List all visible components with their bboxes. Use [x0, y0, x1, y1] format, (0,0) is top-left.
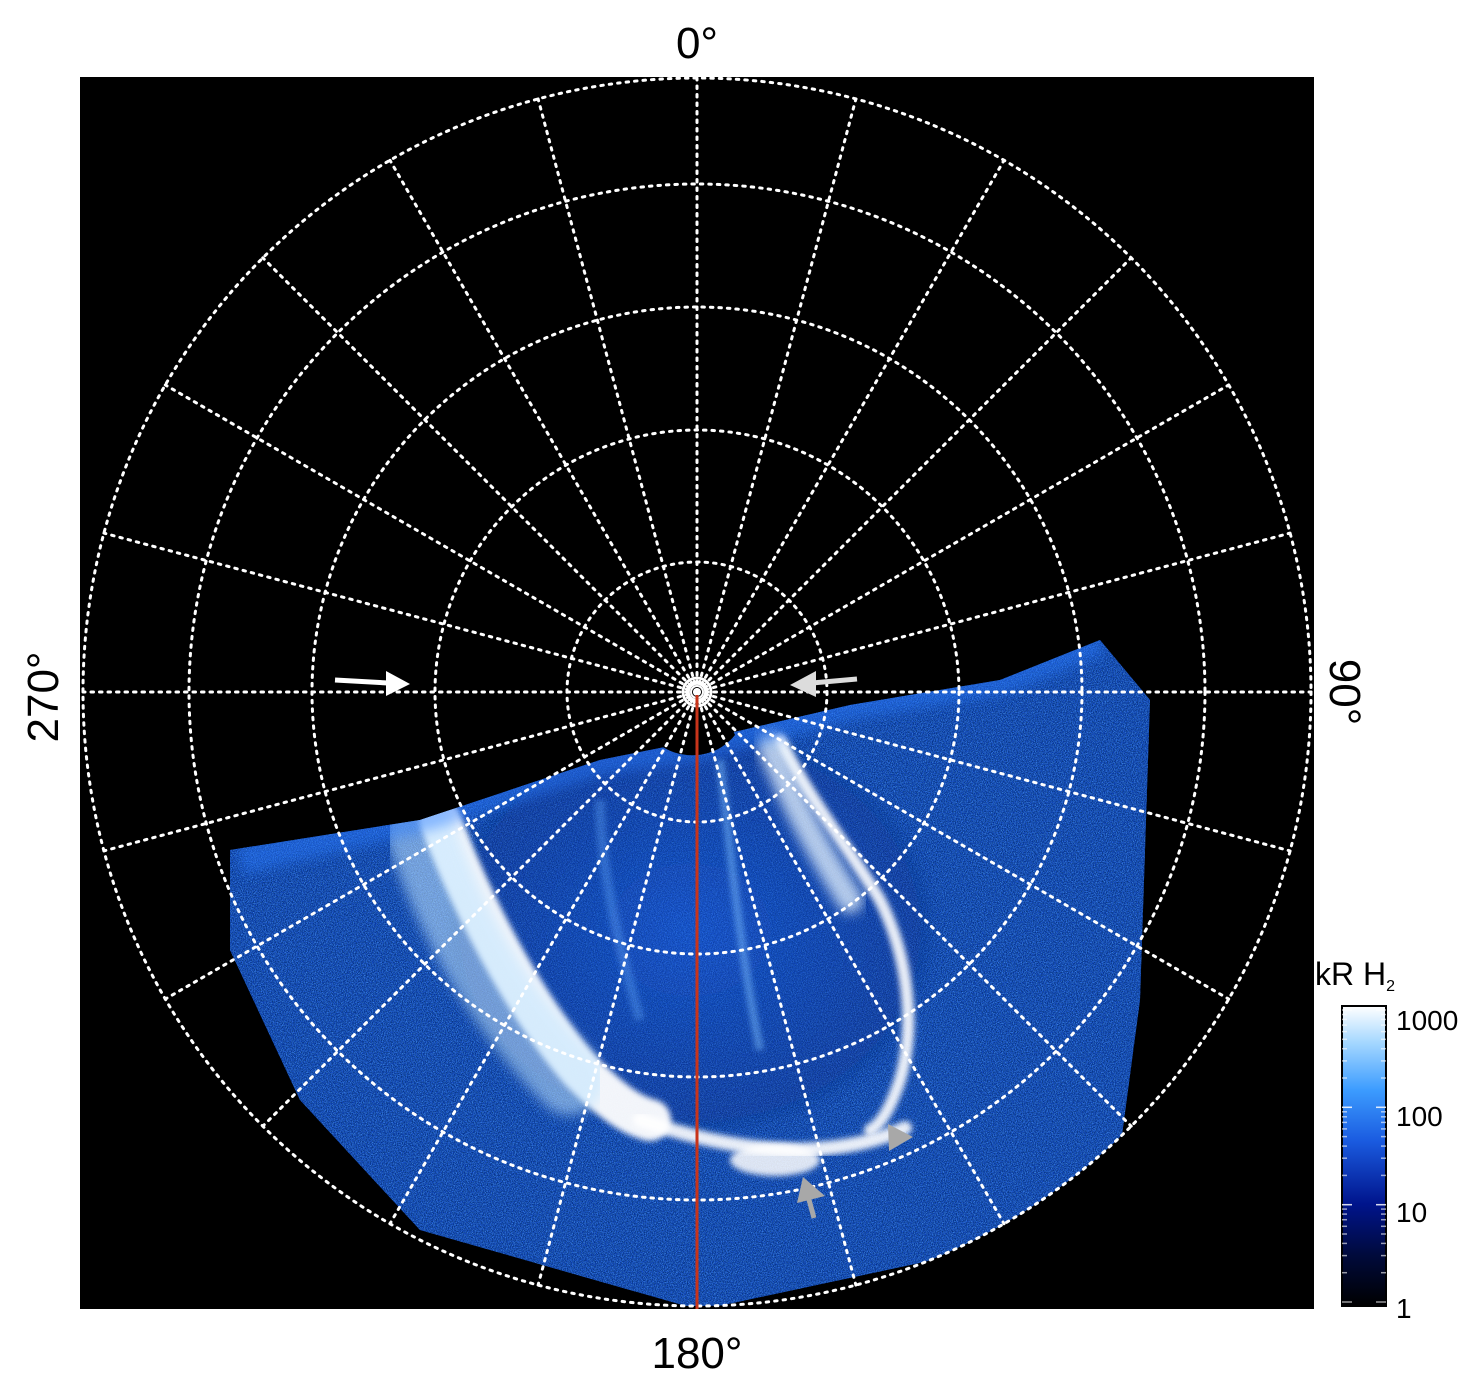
longitude-line-45	[695, 256, 1133, 694]
label-0-deg: 0°	[676, 19, 718, 68]
colorbar-tick-100: 100	[1396, 1101, 1443, 1132]
longitude-line-330	[388, 158, 699, 694]
label-90-deg: 90°	[1320, 659, 1369, 726]
longitude-line-195	[536, 690, 699, 1287]
colorbar-tick-1: 1	[1396, 1293, 1412, 1324]
longitude-line-210	[388, 690, 699, 1226]
main-auroral-arc-right	[774, 734, 915, 1136]
colorbar-tick-1000: 1000	[1396, 1005, 1458, 1036]
white-arrow-left	[334, 671, 410, 696]
longitude-line-105	[695, 690, 1292, 853]
longitude-line-285	[102, 531, 699, 694]
auroral-emission-region	[230, 640, 1150, 1306]
gray-arrow-bottom-right	[888, 1124, 913, 1151]
colorbar-ticks	[1342, 1009, 1386, 1303]
longitude-line-60	[695, 383, 1231, 694]
longitude-line-300	[163, 383, 699, 694]
white-arrow-right	[790, 671, 858, 697]
longitude-line-135	[695, 690, 1133, 1128]
gray-arrow-bottom	[797, 1177, 825, 1219]
longitude-line-150	[695, 690, 1006, 1226]
colorbar-gradient	[1341, 1005, 1387, 1307]
label-270-deg: 270°	[19, 651, 68, 742]
longitude-line-345	[536, 97, 699, 694]
longitude-line-225	[261, 690, 699, 1128]
label-180-deg: 180°	[651, 1329, 742, 1378]
longitude-line-255	[102, 690, 699, 853]
longitude-line-315	[261, 256, 699, 694]
longitude-line-15	[695, 97, 858, 694]
longitude-line-240	[163, 690, 699, 1001]
colorbar-title: kR H2	[1315, 956, 1395, 995]
longitude-line-75	[695, 531, 1292, 694]
longitude-line-165	[695, 690, 858, 1287]
longitude-line-120	[695, 690, 1231, 1001]
longitude-line-30	[695, 158, 1006, 694]
colorbar: kR H2 1000 100 10 1	[1315, 956, 1458, 1324]
colorbar-tick-10: 10	[1396, 1197, 1427, 1228]
